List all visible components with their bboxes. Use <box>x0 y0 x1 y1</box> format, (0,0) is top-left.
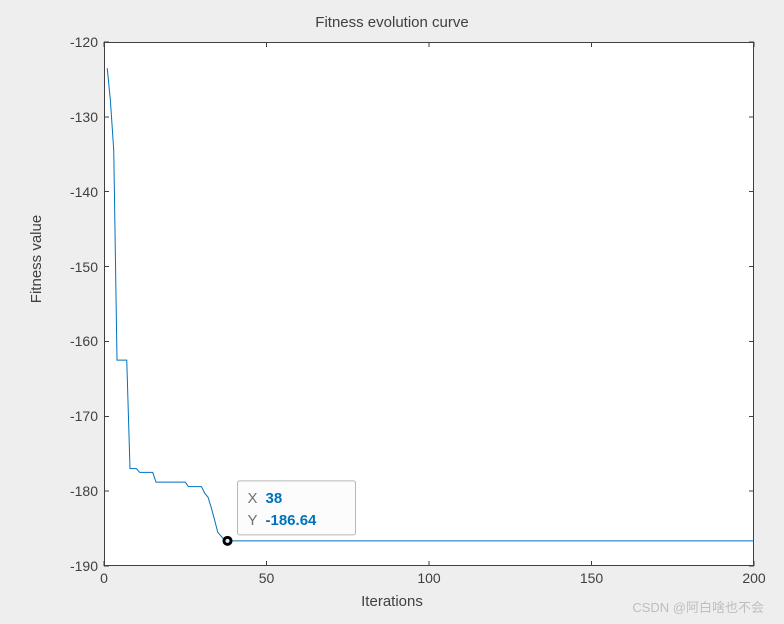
tooltip-y-value: -186.64 <box>266 512 318 529</box>
x-tick-label: 200 <box>742 570 765 586</box>
y-axis-label: Fitness value <box>28 159 45 359</box>
y-tick-label: -130 <box>60 109 98 125</box>
tooltip-marker-inner <box>226 539 230 543</box>
y-tick-label: -170 <box>60 408 98 424</box>
x-tick-label: 50 <box>259 570 275 586</box>
y-tick-label: -150 <box>60 259 98 275</box>
y-tick-label: -190 <box>60 558 98 574</box>
x-tick-label: 0 <box>100 570 108 586</box>
x-tick-label: 100 <box>417 570 440 586</box>
y-tick-label: -140 <box>60 184 98 200</box>
tooltip-x-value: 38 <box>266 490 283 507</box>
y-tick-label: -180 <box>60 483 98 499</box>
tooltip-y-label: Y <box>248 512 258 529</box>
x-axis-label: Iterations <box>0 593 784 610</box>
y-tick-label: -120 <box>60 34 98 50</box>
x-tick-label: 150 <box>580 570 603 586</box>
tooltip-x-label: X <box>248 490 258 507</box>
chart-title: Fitness evolution curve <box>0 14 784 31</box>
y-tick-label: -160 <box>60 333 98 349</box>
plot-area: X 38 Y -186.64 <box>104 42 754 566</box>
